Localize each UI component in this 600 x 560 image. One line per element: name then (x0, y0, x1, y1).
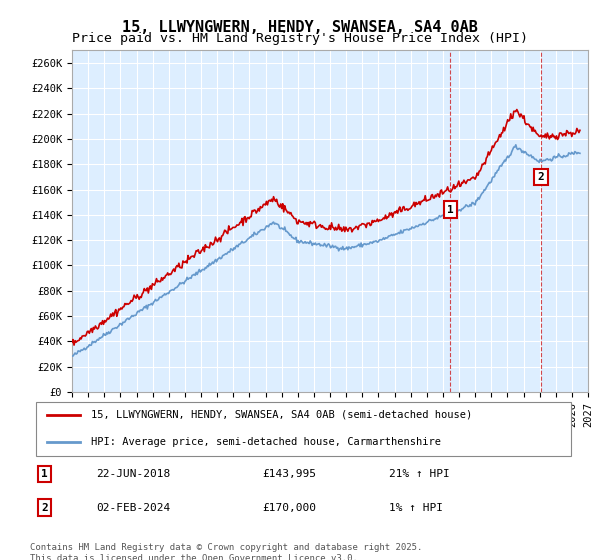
Text: Price paid vs. HM Land Registry's House Price Index (HPI): Price paid vs. HM Land Registry's House … (72, 32, 528, 45)
Text: HPI: Average price, semi-detached house, Carmarthenshire: HPI: Average price, semi-detached house,… (91, 437, 441, 447)
Text: 1% ↑ HPI: 1% ↑ HPI (389, 502, 443, 512)
Text: 1: 1 (447, 205, 454, 215)
Text: £143,995: £143,995 (262, 469, 316, 479)
Text: 15, LLWYNGWERN, HENDY, SWANSEA, SA4 0AB: 15, LLWYNGWERN, HENDY, SWANSEA, SA4 0AB (122, 20, 478, 35)
Text: 2: 2 (41, 502, 48, 512)
FancyBboxPatch shape (35, 402, 571, 456)
Text: 22-JUN-2018: 22-JUN-2018 (96, 469, 170, 479)
Text: £170,000: £170,000 (262, 502, 316, 512)
Text: 1: 1 (41, 469, 48, 479)
Text: Contains HM Land Registry data © Crown copyright and database right 2025.
This d: Contains HM Land Registry data © Crown c… (30, 543, 422, 560)
Text: 02-FEB-2024: 02-FEB-2024 (96, 502, 170, 512)
Text: 2: 2 (538, 172, 544, 182)
Text: 15, LLWYNGWERN, HENDY, SWANSEA, SA4 0AB (semi-detached house): 15, LLWYNGWERN, HENDY, SWANSEA, SA4 0AB … (91, 410, 472, 420)
Text: 21% ↑ HPI: 21% ↑ HPI (389, 469, 449, 479)
